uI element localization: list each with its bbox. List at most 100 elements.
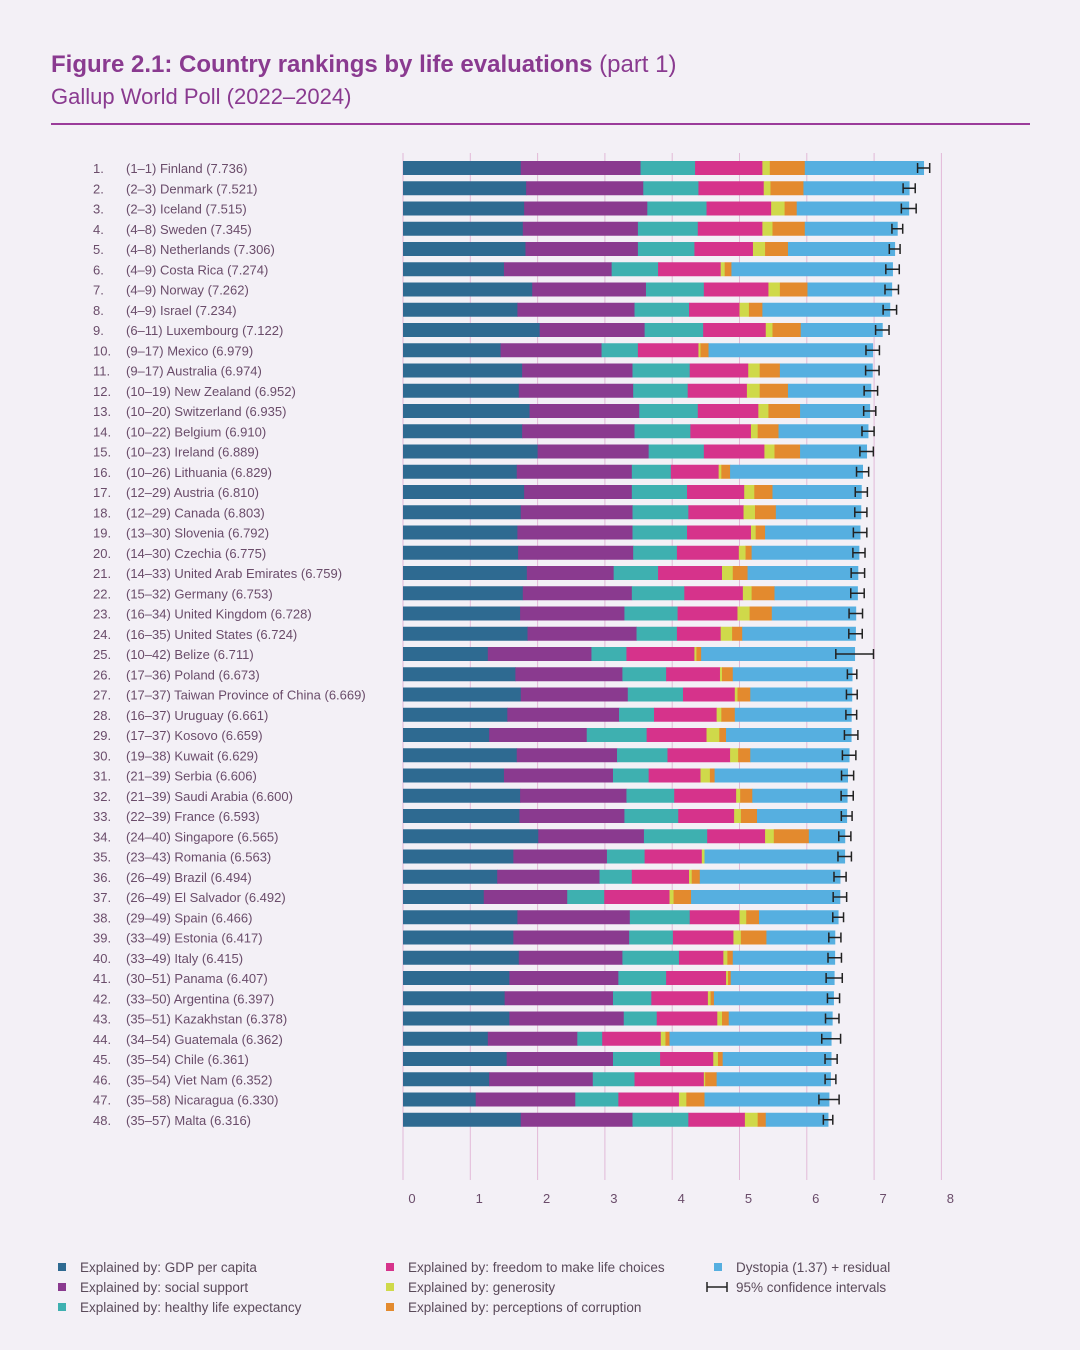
bar-segment-freedom bbox=[687, 383, 748, 398]
bar-segment-dystopia bbox=[752, 788, 848, 803]
bar-segment-freedom bbox=[697, 221, 763, 236]
bar-segment-health bbox=[629, 910, 691, 925]
bar-segment-generosity bbox=[750, 525, 757, 540]
legend-label: Explained by: healthy life expectancy bbox=[80, 1300, 302, 1315]
bar-segment-dystopia bbox=[669, 1031, 832, 1046]
bar-segment-freedom bbox=[654, 707, 718, 722]
bar-row bbox=[403, 1092, 840, 1107]
rank-label: 32. bbox=[93, 789, 111, 804]
country-label: (19–38) Kuwait (6.629) bbox=[126, 748, 258, 763]
bar-segment-health bbox=[601, 343, 639, 358]
country-label: (33–50) Argentina (6.397) bbox=[126, 991, 274, 1006]
bar-segment-generosity bbox=[660, 1031, 666, 1046]
rank-label: 15. bbox=[93, 445, 111, 460]
bar-segment-gdp bbox=[403, 262, 505, 277]
bar-segment-generosity bbox=[736, 788, 741, 803]
bar-segment-health bbox=[648, 444, 705, 459]
bar-segment-freedom bbox=[703, 444, 765, 459]
bar-segment-health bbox=[612, 768, 650, 783]
rank-label: 47. bbox=[93, 1093, 111, 1108]
rank-label: 16. bbox=[93, 465, 111, 480]
bar-segment-social bbox=[538, 829, 645, 844]
x-tick-label: 5 bbox=[745, 1191, 752, 1206]
bar-segment-social bbox=[489, 1072, 594, 1087]
bar-segment-dystopia bbox=[731, 262, 893, 277]
bar-row bbox=[403, 971, 844, 985]
bar-segment-freedom bbox=[703, 323, 767, 337]
bar-segment-corruption bbox=[779, 282, 808, 297]
bar-row bbox=[403, 485, 869, 499]
bar-segment-corruption bbox=[722, 667, 734, 682]
bar-row bbox=[403, 950, 843, 965]
bar-segment-freedom bbox=[682, 687, 736, 702]
rank-label: 28. bbox=[93, 708, 111, 723]
bar-segment-gdp bbox=[403, 971, 510, 985]
bar-segment-corruption bbox=[691, 869, 701, 884]
country-label: (10–23) Ireland (6.889) bbox=[126, 445, 259, 460]
country-label: (10–20) Switzerland (6.935) bbox=[126, 404, 286, 419]
bar-segment-social bbox=[520, 1112, 633, 1127]
bar-segment-generosity bbox=[764, 444, 775, 459]
bar-segment-health bbox=[643, 829, 708, 844]
bar-row bbox=[403, 424, 875, 439]
bar-segment-gdp bbox=[403, 221, 524, 236]
bar-segment-freedom bbox=[676, 545, 740, 560]
country-label: (2–3) Denmark (7.521) bbox=[126, 181, 258, 196]
bar-segment-generosity bbox=[718, 464, 722, 479]
bar-row bbox=[403, 343, 881, 358]
figure-header: Figure 2.1: Country rankings by life eva… bbox=[51, 50, 1031, 112]
country-label: (15–32) Germany (6.753) bbox=[126, 586, 273, 601]
bar-segment-social bbox=[518, 545, 634, 560]
bar-segment-corruption bbox=[768, 404, 801, 418]
bar-segment-dystopia bbox=[759, 910, 839, 925]
bar-row bbox=[403, 404, 877, 418]
bar-segment-social bbox=[475, 1092, 576, 1107]
bar-segment-health bbox=[599, 869, 633, 884]
bar-segment-freedom bbox=[690, 424, 752, 439]
rank-label: 41. bbox=[93, 971, 111, 986]
bar-segment-corruption bbox=[784, 201, 798, 216]
bar-segment-social bbox=[509, 971, 619, 985]
country-label: (4–9) Norway (7.262) bbox=[126, 283, 249, 298]
bar-segment-gdp bbox=[403, 1112, 522, 1127]
x-tick-label: 8 bbox=[947, 1191, 954, 1206]
bar-segment-gdp bbox=[403, 525, 518, 540]
bar-segment-health bbox=[629, 930, 674, 945]
bar-segment-health bbox=[624, 606, 678, 621]
bar-segment-generosity bbox=[722, 566, 734, 580]
rank-label: 31. bbox=[93, 769, 111, 784]
bar-segment-gdp bbox=[403, 728, 490, 742]
bar-segment-social bbox=[517, 525, 633, 540]
bar-segment-generosity bbox=[750, 424, 759, 439]
bar-segment-dystopia bbox=[779, 363, 873, 378]
country-label: (30–51) Panama (6.407) bbox=[126, 971, 268, 986]
rank-label: 19. bbox=[93, 526, 111, 541]
country-label: (23–43) Romania (6.563) bbox=[126, 850, 271, 865]
bar-segment-corruption bbox=[710, 991, 715, 1006]
bar-segment-social bbox=[517, 302, 635, 317]
bar-segment-social bbox=[529, 404, 640, 418]
bar-segment-dystopia bbox=[800, 404, 871, 418]
figure-title: Figure 2.1: Country rankings by life eva… bbox=[51, 50, 1031, 80]
bar-segment-generosity bbox=[743, 505, 756, 520]
bar-segment-health bbox=[619, 707, 655, 722]
bar-segment-dystopia bbox=[691, 890, 841, 904]
bar-segment-dystopia bbox=[730, 464, 863, 479]
bar-segment-dystopia bbox=[714, 768, 848, 783]
country-label: (10–42) Belize (6.711) bbox=[126, 647, 254, 662]
bar-segment-social bbox=[483, 890, 568, 904]
country-label: (10–22) Belgium (6.910) bbox=[126, 424, 266, 439]
legend-item-social: Explained by: social support bbox=[58, 1278, 248, 1298]
bar-segment-gdp bbox=[403, 869, 498, 884]
bar-segment-social bbox=[518, 950, 623, 965]
bar-segment-health bbox=[586, 728, 648, 742]
bar-row bbox=[403, 1052, 838, 1066]
bar-segment-dystopia bbox=[726, 728, 852, 742]
rank-label: 18. bbox=[93, 505, 111, 520]
bar-segment-gdp bbox=[403, 343, 501, 358]
bar-segment-corruption bbox=[717, 1052, 724, 1066]
bar-segment-generosity bbox=[678, 1092, 687, 1107]
bar-segment-social bbox=[522, 424, 635, 439]
rank-label: 45. bbox=[93, 1052, 111, 1067]
bar-segment-health bbox=[644, 323, 704, 337]
